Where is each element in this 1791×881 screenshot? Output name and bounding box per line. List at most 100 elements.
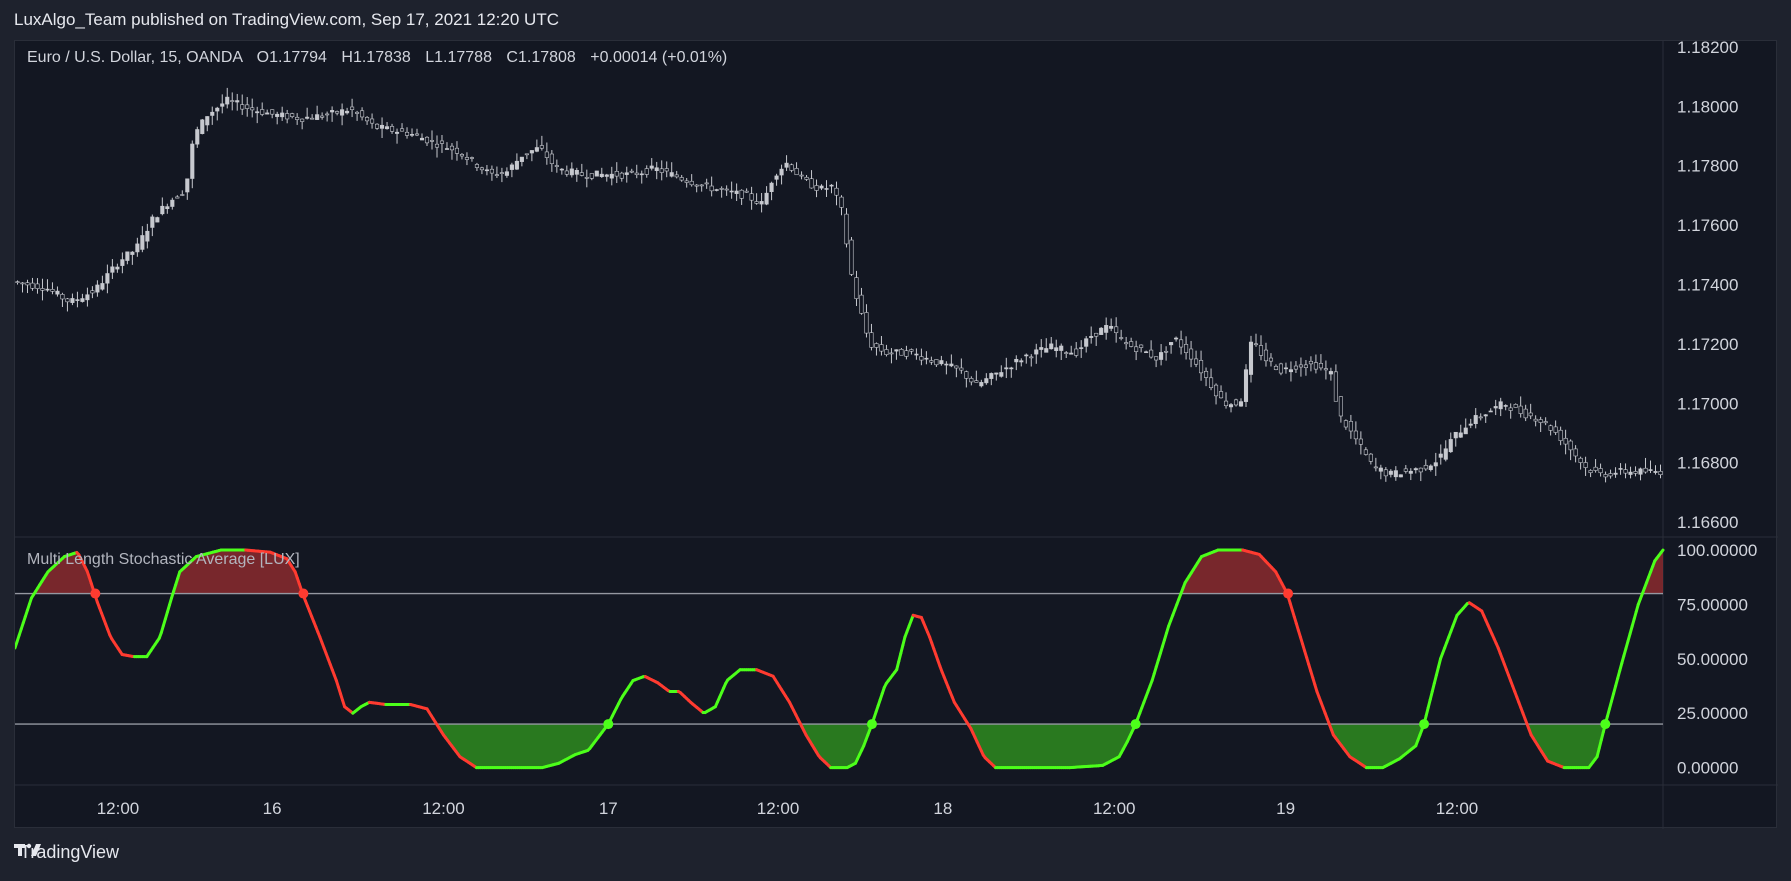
candle-body <box>1483 414 1488 417</box>
candle-body <box>1643 467 1648 473</box>
candle-body <box>190 143 195 179</box>
candle-body <box>859 294 864 314</box>
candle-body <box>964 371 969 379</box>
candle-body <box>1528 412 1533 417</box>
candle-body <box>799 174 804 177</box>
candle-body <box>714 189 719 191</box>
candle-body <box>464 157 469 160</box>
candle-body <box>439 140 445 144</box>
candle-body <box>884 349 889 355</box>
candle-body <box>1094 332 1099 337</box>
candle-body <box>619 172 624 179</box>
candle-body <box>55 290 60 295</box>
candle-body <box>1353 430 1358 440</box>
candle-body <box>659 168 664 173</box>
candle-body <box>1044 348 1049 353</box>
candle-body <box>604 174 609 177</box>
candle-body <box>1513 404 1518 408</box>
candle-body <box>504 171 509 176</box>
chart-canvas[interactable]: 1.18200 1.18000 1.17800 1.17600 1.17400 1.172… <box>15 41 1778 829</box>
candle-body <box>944 363 949 366</box>
candle-body <box>1109 325 1114 329</box>
candle-body <box>529 150 534 154</box>
price-tick-label: 1.17200 <box>1677 335 1738 354</box>
candle-body <box>589 173 594 179</box>
candle-body <box>1478 416 1483 419</box>
candle-body <box>479 167 484 171</box>
candle-body <box>809 178 814 189</box>
candle-body <box>629 170 634 173</box>
candle-body <box>1069 352 1074 355</box>
candle-body <box>50 289 55 292</box>
candle-body <box>1318 363 1323 369</box>
candle-body <box>694 184 699 187</box>
candle-body <box>1358 438 1363 445</box>
oscillator-tick-label: 50.00000 <box>1677 650 1748 669</box>
time-tick-label: 16 <box>263 799 282 818</box>
indicator-legend[interactable]: Multi Length Stochastic Average [LUX] <box>27 551 300 569</box>
candle-body <box>40 288 45 291</box>
oscillator-tick-label: 25.00000 <box>1677 704 1748 723</box>
candle-body <box>754 201 759 204</box>
candle-body <box>1223 400 1229 407</box>
candle-body <box>210 111 215 116</box>
overbought-fill <box>35 552 94 594</box>
candle-body <box>360 110 365 118</box>
candle-body <box>544 151 549 158</box>
candle-body <box>1603 474 1608 478</box>
candle-body <box>1503 405 1508 407</box>
candle-body <box>1658 470 1663 476</box>
candle-body <box>70 298 75 303</box>
candle-body <box>1518 405 1523 414</box>
candle-body <box>1588 470 1593 474</box>
candle-body <box>849 239 854 275</box>
candle-body <box>345 110 350 114</box>
candle-body <box>45 288 50 291</box>
footer-brand[interactable]: TradingView <box>14 842 119 863</box>
candle-body <box>1568 440 1573 451</box>
candle-body <box>315 114 320 120</box>
candle-body <box>1388 470 1393 475</box>
change-value: +0.00014 (+0.01%) <box>590 49 728 66</box>
candle-body <box>594 170 599 177</box>
candle-body <box>1473 415 1478 425</box>
candle-body <box>75 299 80 301</box>
candle-body <box>424 136 430 144</box>
chart-frame[interactable]: 1.18200 1.18000 1.17800 1.17600 1.17400 1.172… <box>14 40 1778 829</box>
candle-body <box>984 378 989 384</box>
candle-body <box>275 113 280 117</box>
candle-body <box>15 281 20 283</box>
candle-body <box>1039 347 1044 350</box>
candle-body <box>1199 360 1204 374</box>
candle-body <box>1124 342 1129 345</box>
candle-body <box>1323 368 1328 371</box>
candle-body <box>574 170 579 175</box>
candle-body <box>784 162 789 168</box>
candle-body <box>1233 399 1239 406</box>
candle-body <box>120 259 125 266</box>
candle-body <box>230 100 235 102</box>
candle-body <box>484 169 489 172</box>
price-tick-label: 1.16800 <box>1677 454 1738 473</box>
candle-body <box>949 363 954 367</box>
candle-body <box>1119 337 1124 339</box>
oversold-fill <box>437 724 607 768</box>
candle-body <box>200 119 205 134</box>
candle-body <box>954 365 959 369</box>
candle-body <box>559 168 564 171</box>
candle-body <box>774 175 779 180</box>
candle-body <box>894 349 899 352</box>
candle-body <box>599 173 604 177</box>
candle-body <box>404 131 410 136</box>
brand-name: TradingView <box>20 842 120 862</box>
time-tick-label: 12:00 <box>422 799 465 818</box>
candle-body <box>235 100 240 103</box>
high-value: H1.17838 <box>341 49 411 66</box>
candle-body <box>1099 327 1104 335</box>
symbol-label[interactable]: Euro / U.S. Dollar, 15, OANDA <box>27 49 243 66</box>
candle-body <box>1029 356 1034 359</box>
candle-body <box>1438 453 1443 458</box>
candle-body <box>1004 367 1009 370</box>
candle-body <box>669 172 674 177</box>
candle-body <box>245 104 250 109</box>
